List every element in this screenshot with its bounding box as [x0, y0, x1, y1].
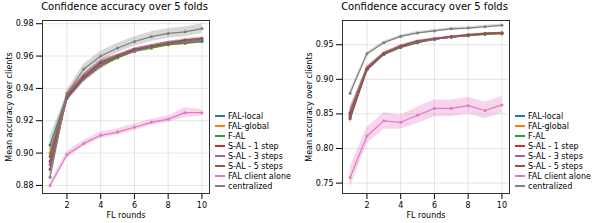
svg-text:8: 8: [166, 201, 171, 210]
svg-text:10: 10: [497, 201, 507, 210]
html-text:FAL client alone: FAL client alone: [228, 171, 291, 181]
html-text:Confidence accuracy over 5 fol: Confidence accuracy over 5 folds: [41, 1, 208, 12]
svg-text:10: 10: [197, 201, 207, 210]
html-text:FAL-global: FAL-global: [528, 121, 569, 131]
svg-text:0.98: 0.98: [16, 19, 34, 28]
html-text:S-AL - 5 steps: S-AL - 5 steps: [228, 161, 283, 171]
html-text:FAL-local: FAL-local: [228, 111, 264, 121]
svg-text:8: 8: [466, 201, 471, 210]
html-text:S-AL - 3 steps: S-AL - 3 steps: [228, 151, 283, 161]
svg-text:FL rounds: FL rounds: [407, 211, 446, 220]
html-text:Confidence accuracy over 5 fol: Confidence accuracy over 5 folds: [341, 1, 508, 12]
svg-text:Mean accuracy over clients: Mean accuracy over clients: [5, 52, 14, 162]
svg-text:0.92: 0.92: [16, 116, 34, 125]
html-text:FAL client alone: FAL client alone: [528, 171, 591, 181]
svg-text:6: 6: [432, 201, 437, 210]
svg-text:0.94: 0.94: [16, 84, 34, 93]
html-text:F-AL: F-AL: [528, 131, 546, 141]
svg-text:0.80: 0.80: [316, 144, 334, 153]
svg-text:Mean accuracy over clients: Mean accuracy over clients: [305, 52, 314, 162]
html-text:centralized: centralized: [528, 181, 573, 191]
svg-text:6: 6: [132, 201, 137, 210]
html-text:S-AL - 3 steps: S-AL - 3 steps: [528, 151, 583, 161]
svg-text:0.96: 0.96: [16, 52, 34, 61]
svg-text:2: 2: [64, 201, 69, 210]
svg-text:4: 4: [98, 201, 103, 210]
svg-text:2: 2: [364, 201, 369, 210]
svg-text:FL rounds: FL rounds: [107, 211, 146, 220]
html-text:S-AL - 5 steps: S-AL - 5 steps: [528, 161, 583, 171]
svg-text:0.90: 0.90: [16, 149, 34, 158]
svg-text:4: 4: [398, 201, 403, 210]
html-text:FAL-global: FAL-global: [228, 121, 269, 131]
html-text:FAL-local: FAL-local: [528, 111, 564, 121]
html-text:centralized: centralized: [228, 181, 273, 191]
svg-text:0.90: 0.90: [316, 75, 334, 84]
html-text:S-AL - 1 step: S-AL - 1 step: [228, 141, 279, 151]
html-text:F-AL: F-AL: [228, 131, 246, 141]
svg-text:0.88: 0.88: [16, 181, 34, 190]
svg-text:0.75: 0.75: [316, 179, 334, 188]
svg-text:0.95: 0.95: [316, 40, 334, 49]
html-text:S-AL - 1 step: S-AL - 1 step: [528, 141, 579, 151]
svg-text:0.85: 0.85: [316, 109, 334, 118]
